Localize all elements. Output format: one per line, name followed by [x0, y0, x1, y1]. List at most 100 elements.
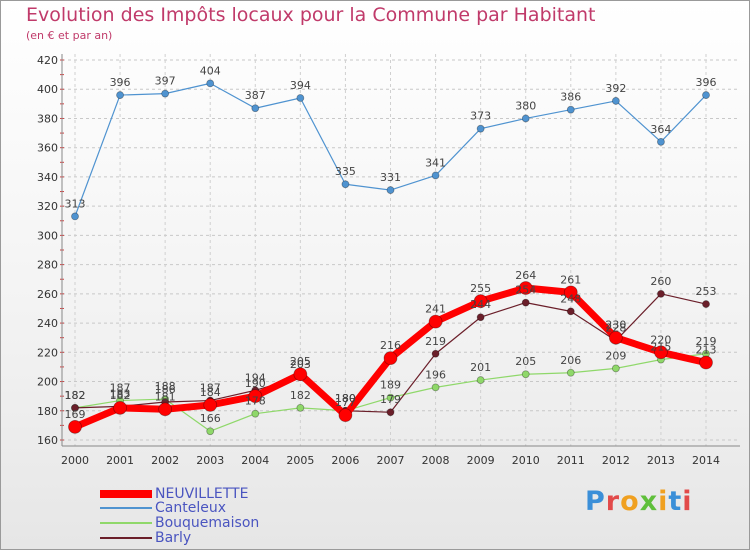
data-label-neuvillette: 213 — [696, 344, 717, 357]
x-tick-label: 2005 — [286, 454, 314, 467]
point-canteleux — [296, 94, 305, 102]
y-tick-label: 300 — [37, 229, 58, 242]
data-label-canteleux: 386 — [560, 91, 581, 104]
legend-label-neuvillette: NEUVILLETTE — [155, 486, 249, 502]
data-label-canteleux: 404 — [200, 64, 221, 77]
data-label-barly: 187 — [200, 382, 221, 395]
data-label-canteleux: 373 — [470, 110, 491, 123]
data-label-canteleux: 313 — [65, 197, 86, 210]
data-label-barly: 179 — [380, 393, 401, 406]
point-barly — [71, 403, 79, 412]
data-label-canteleux: 331 — [380, 171, 401, 184]
y-tick-label: 320 — [37, 200, 58, 213]
logo-letter: i — [682, 486, 693, 517]
point-neuvillette — [248, 389, 263, 404]
data-label-neuvillette: 190 — [245, 377, 266, 390]
point-neuvillette — [699, 355, 713, 370]
data-label-bouquemaison: 188 — [155, 380, 176, 393]
data-label-canteleux: 397 — [155, 75, 176, 88]
logo-letter: r — [605, 486, 621, 517]
y-tick-label: 240 — [37, 317, 58, 330]
point-bouquemaison — [611, 364, 620, 373]
y-tick-label: 260 — [37, 288, 58, 301]
data-label-neuvillette: 264 — [515, 269, 536, 282]
data-label-neuvillette: 177 — [335, 396, 356, 409]
data-label-barly: 194 — [245, 371, 266, 384]
point-barly — [386, 408, 395, 417]
data-label-barly: 182 — [65, 389, 86, 402]
point-bouquemaison — [251, 409, 260, 418]
point-canteleux — [161, 89, 170, 98]
point-canteleux — [566, 105, 575, 114]
data-label-barly: 186 — [155, 383, 176, 396]
data-label-barly: 254 — [515, 284, 536, 297]
point-canteleux — [71, 212, 79, 221]
data-label-neuvillette: 216 — [380, 339, 401, 352]
data-label-neuvillette: 261 — [560, 273, 581, 286]
legend-swatch-barly — [100, 537, 152, 539]
logo-letter: t — [668, 486, 683, 517]
point-neuvillette — [654, 345, 668, 360]
data-label-neuvillette: 181 — [155, 390, 176, 403]
point-canteleux — [702, 91, 710, 99]
point-canteleux — [206, 79, 215, 88]
point-barly — [657, 289, 665, 298]
point-neuvillette — [293, 367, 308, 382]
data-label-barly: 180 — [335, 392, 356, 405]
x-tick-label: 2003 — [196, 454, 224, 467]
data-label-bouquemaison: 182 — [290, 389, 311, 402]
data-label-bouquemaison: 201 — [470, 361, 491, 374]
data-label-bouquemaison: 178 — [245, 395, 266, 408]
logo-letter: P — [585, 486, 606, 517]
point-neuvillette — [383, 351, 398, 366]
x-tick-label: 2013 — [647, 454, 675, 467]
legend-swatch-canteleux — [100, 507, 152, 509]
data-label-bouquemaison: 206 — [560, 354, 581, 367]
data-label-barly: 203 — [290, 358, 311, 371]
y-tick-label: 400 — [37, 83, 58, 96]
point-bouquemaison — [476, 376, 485, 384]
legend-label-canteleux: Canteleux — [155, 500, 226, 516]
point-neuvillette — [338, 408, 353, 423]
data-label-bouquemaison: 205 — [515, 355, 536, 368]
point-bouquemaison — [521, 370, 530, 379]
logo-letter: x — [639, 486, 659, 517]
point-canteleux — [116, 91, 124, 99]
data-label-bouquemaison: 182 — [65, 389, 86, 402]
data-label-barly: 183 — [110, 387, 131, 400]
data-label-canteleux: 387 — [245, 89, 266, 102]
legend-label-bouquemaison: Bouquemaison — [155, 515, 260, 531]
y-tick-label: 220 — [37, 346, 58, 359]
data-label-barly: 260 — [650, 275, 671, 288]
data-label-bouquemaison: 187 — [110, 382, 131, 395]
x-tick-label: 2009 — [467, 454, 495, 467]
point-canteleux — [341, 180, 350, 189]
point-canteleux — [251, 104, 260, 113]
data-label-barly: 248 — [560, 292, 581, 305]
point-canteleux — [431, 171, 440, 180]
y-tick-label: 180 — [37, 405, 58, 418]
data-label-neuvillette: 255 — [470, 282, 491, 295]
x-tick-label: 2004 — [241, 454, 269, 467]
legend-swatch-bouquemaison — [100, 522, 152, 524]
data-label-neuvillette: 220 — [650, 333, 671, 346]
point-canteleux — [611, 97, 620, 105]
x-tick-label: 2000 — [61, 454, 89, 467]
data-label-canteleux: 380 — [515, 99, 536, 112]
data-label-neuvillette: 205 — [290, 355, 311, 368]
point-neuvillette — [203, 398, 218, 412]
x-tick-label: 2002 — [151, 454, 179, 467]
data-label-neuvillette: 230 — [605, 319, 626, 332]
logo-letter: o — [620, 486, 640, 517]
logo-letter: i — [658, 486, 669, 517]
legend-label-barly: Barly — [155, 530, 192, 546]
data-label-bouquemaison: 215 — [650, 341, 671, 354]
point-neuvillette — [113, 400, 127, 415]
data-label-bouquemaison: 166 — [200, 412, 221, 425]
x-tick-label: 2014 — [692, 454, 720, 467]
data-label-canteleux: 396 — [696, 76, 717, 89]
point-bouquemaison — [386, 393, 395, 402]
data-label-bouquemaison: 196 — [425, 368, 446, 381]
x-tick-label: 2001 — [106, 454, 134, 467]
